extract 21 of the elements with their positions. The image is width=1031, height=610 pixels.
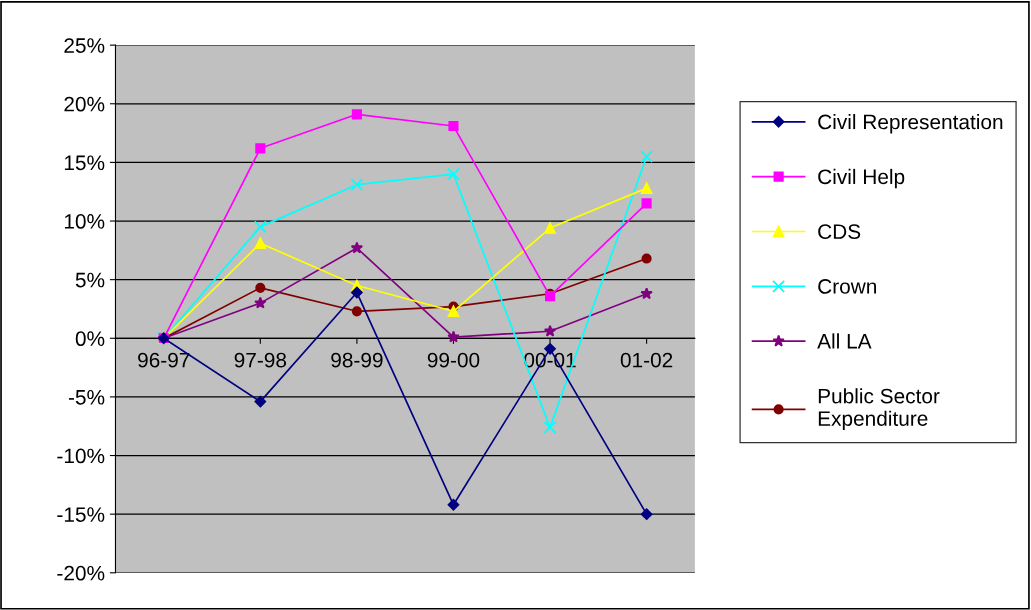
legend-label: All LA <box>817 333 872 349</box>
y-tick-label: -20% <box>57 565 105 581</box>
legend-label: Civil Representation <box>818 114 1003 134</box>
y-tick-label: -10% <box>57 448 105 464</box>
legend-label: CDS <box>818 224 861 239</box>
x-tick-label: 98-99 <box>331 352 383 368</box>
x-tick-label: 97-98 <box>234 352 287 368</box>
y-tick-label: -5% <box>68 390 105 405</box>
x-tick-label: 01-02 <box>620 352 673 368</box>
y-tick-label: 10% <box>64 214 105 229</box>
y-tick-label: 25% <box>64 38 105 53</box>
x-tick-label: 99-00 <box>427 352 480 368</box>
x-tick-label: 96-97 <box>138 352 190 368</box>
y-tick-label: 15% <box>64 155 105 171</box>
legend-label: Public Sector Expenditure <box>818 388 940 431</box>
y-tick-label: 20% <box>64 96 105 112</box>
y-tick-label: -15% <box>57 507 105 522</box>
legend-label: Civil Help <box>818 168 905 189</box>
y-tick-label: 5% <box>75 272 105 288</box>
legend-label: Crown <box>818 279 877 294</box>
y-tick-label: 0% <box>75 331 105 347</box>
